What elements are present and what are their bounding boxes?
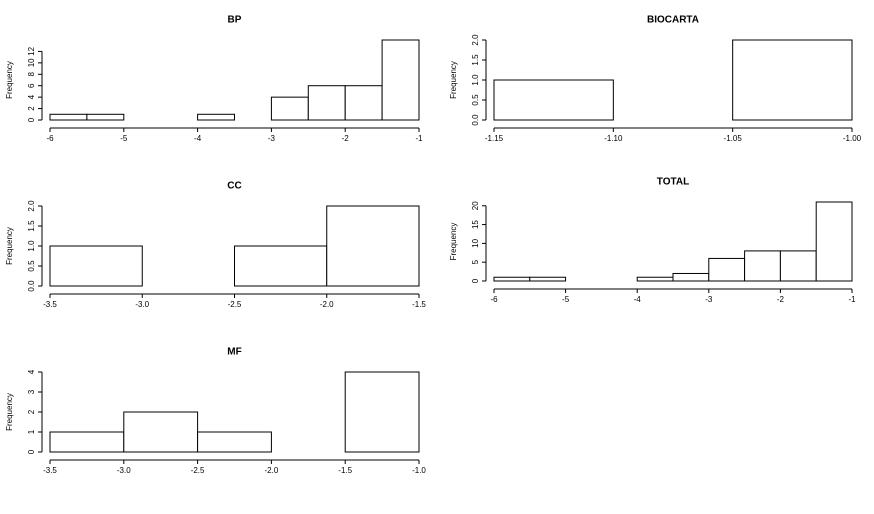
y-tick-label: 10 — [27, 58, 36, 67]
chart-title: MF — [227, 347, 241, 358]
x-tick-label: -1.5 — [338, 466, 352, 475]
y-axis-label: Frequency — [5, 227, 14, 265]
y-tick-label: 20 — [471, 201, 480, 210]
x-tick-label: -4 — [634, 295, 642, 304]
bar — [344, 85, 383, 121]
x-tick-label: -2.0 — [320, 300, 334, 309]
bar — [270, 96, 309, 121]
y-tick-label: 1.0 — [471, 74, 480, 86]
y-tick-label: 2 — [27, 409, 36, 414]
bar — [307, 85, 346, 121]
y-axis-label: Frequency — [449, 61, 458, 99]
x-tick-label: -1.00 — [843, 134, 862, 143]
bar — [779, 250, 817, 282]
bar — [49, 245, 143, 287]
y-tick-label: 2 — [27, 106, 36, 111]
y-tick-label: 6 — [27, 83, 36, 88]
y-tick-label: 15 — [471, 220, 480, 229]
y-tick-label: 2.0 — [27, 200, 36, 212]
bar — [123, 411, 199, 453]
x-tick-label: -3.0 — [117, 466, 131, 475]
chart-title: CC — [227, 181, 241, 192]
bar — [86, 113, 125, 121]
x-tick-label: -3.0 — [135, 300, 149, 309]
y-tick-label: 5 — [471, 259, 480, 264]
x-tick-label: -3.5 — [43, 466, 57, 475]
x-tick-label: -6 — [490, 295, 498, 304]
y-axis-label: Frequency — [5, 393, 14, 431]
y-tick-label: 2.0 — [471, 34, 480, 46]
y-tick-label: 3 — [27, 389, 36, 394]
y-tick-label: 0.0 — [471, 114, 480, 126]
bar — [381, 39, 420, 121]
x-tick-label: -1.15 — [485, 134, 504, 143]
bar — [493, 79, 614, 121]
x-tick-label: -4 — [194, 134, 202, 143]
y-tick-label: 1.5 — [27, 220, 36, 232]
x-tick-label: -3 — [268, 134, 276, 143]
bar — [529, 276, 567, 282]
bar — [732, 39, 853, 121]
x-tick-label: -1.0 — [412, 466, 426, 475]
y-tick-label: 1.5 — [471, 54, 480, 66]
bar — [234, 245, 328, 287]
y-tick-label: 8 — [27, 72, 36, 77]
bar — [672, 272, 710, 282]
y-tick-label: 10 — [471, 238, 480, 247]
y-tick-label: 4 — [27, 369, 36, 374]
bar — [493, 276, 531, 282]
bar — [636, 276, 674, 282]
y-tick-label: 1 — [27, 429, 36, 434]
x-tick-label: -1 — [848, 295, 856, 304]
x-tick-label: -6 — [46, 134, 54, 143]
y-tick-label: 1.0 — [27, 240, 36, 252]
y-axis-label: Frequency — [5, 61, 14, 99]
y-tick-label: 12 — [27, 46, 36, 55]
y-tick-label: 0 — [27, 117, 36, 122]
x-tick-label: -1.10 — [604, 134, 623, 143]
x-tick-label: -3 — [705, 295, 713, 304]
chart-title: BP — [228, 15, 242, 26]
bar — [815, 201, 853, 282]
y-axis-label: Frequency — [449, 223, 458, 261]
x-tick-label: -2.0 — [265, 466, 279, 475]
x-tick-label: -1.5 — [412, 300, 426, 309]
x-tick-label: -3.5 — [43, 300, 57, 309]
chart-title: BIOCARTA — [647, 15, 699, 26]
x-tick-label: -1.05 — [724, 134, 743, 143]
x-tick-label: -2 — [777, 295, 785, 304]
bar — [197, 113, 236, 121]
y-tick-label: 0 — [27, 449, 36, 454]
y-tick-label: 4 — [27, 94, 36, 99]
x-tick-label: -5 — [120, 134, 128, 143]
y-tick-label: 0.0 — [27, 280, 36, 292]
x-tick-label: -2.5 — [191, 466, 205, 475]
x-tick-label: -1 — [415, 134, 423, 143]
bar — [744, 250, 781, 282]
bar — [344, 371, 420, 453]
x-tick-label: -2 — [342, 134, 350, 143]
chart-title: TOTAL — [657, 177, 689, 188]
bar — [49, 113, 88, 121]
bar — [708, 257, 746, 282]
y-tick-label: 0.5 — [27, 260, 36, 272]
x-tick-label: -5 — [562, 295, 570, 304]
bar — [197, 431, 272, 453]
x-tick-label: -2.5 — [228, 300, 242, 309]
y-tick-label: 0 — [471, 278, 480, 283]
bar — [326, 205, 420, 287]
y-tick-label: 0.5 — [471, 94, 480, 106]
bar — [49, 431, 125, 453]
